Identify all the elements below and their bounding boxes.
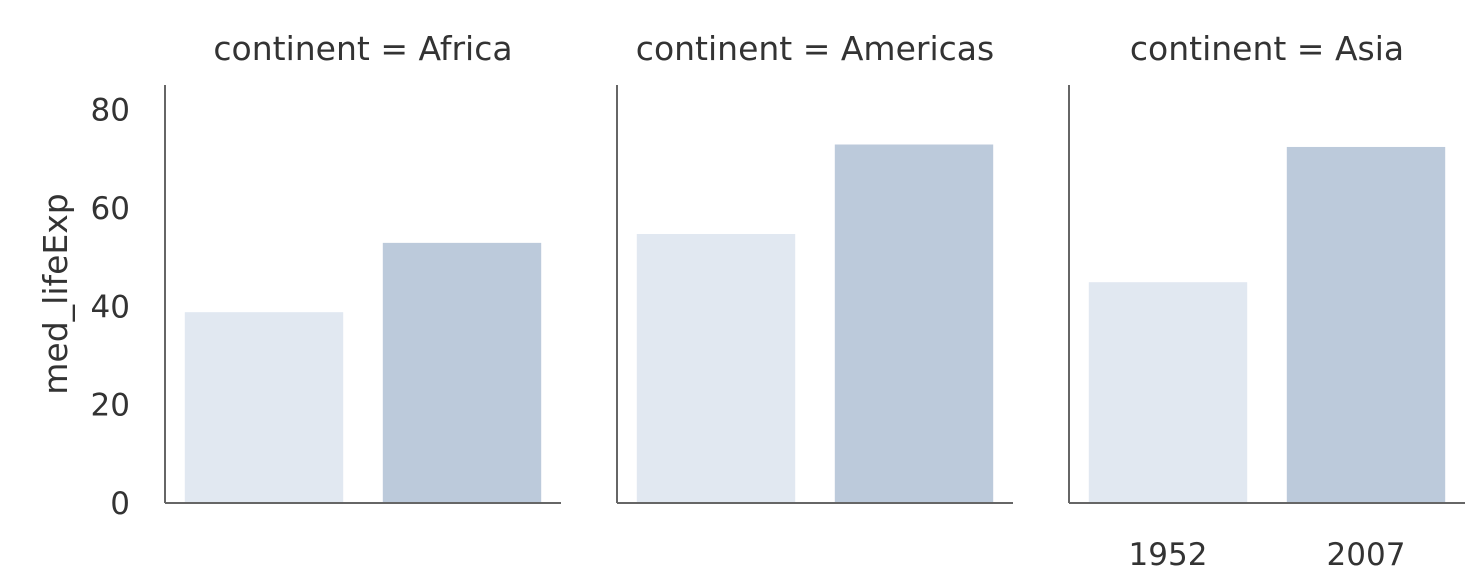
x-tick-label: 1952 — [1129, 537, 1208, 573]
facet-title: continent = Asia — [1130, 29, 1404, 68]
bar — [834, 144, 994, 503]
y-tick-label: 0 — [110, 486, 130, 522]
facet-title: continent = Africa — [213, 29, 512, 68]
bar — [1088, 282, 1248, 503]
bar — [184, 312, 344, 503]
bar — [1286, 146, 1446, 504]
y-tick-label: 60 — [91, 191, 130, 227]
y-tick-label: 40 — [91, 289, 130, 325]
y-tick-label: 80 — [91, 93, 130, 129]
y-axis-label: med_lifeExp — [36, 193, 75, 394]
y-tick-label: 20 — [91, 388, 130, 424]
x-tick-label: 2007 — [1327, 537, 1406, 573]
bar — [636, 234, 796, 503]
facet-title: continent = Americas — [636, 29, 994, 68]
bar — [382, 242, 542, 503]
